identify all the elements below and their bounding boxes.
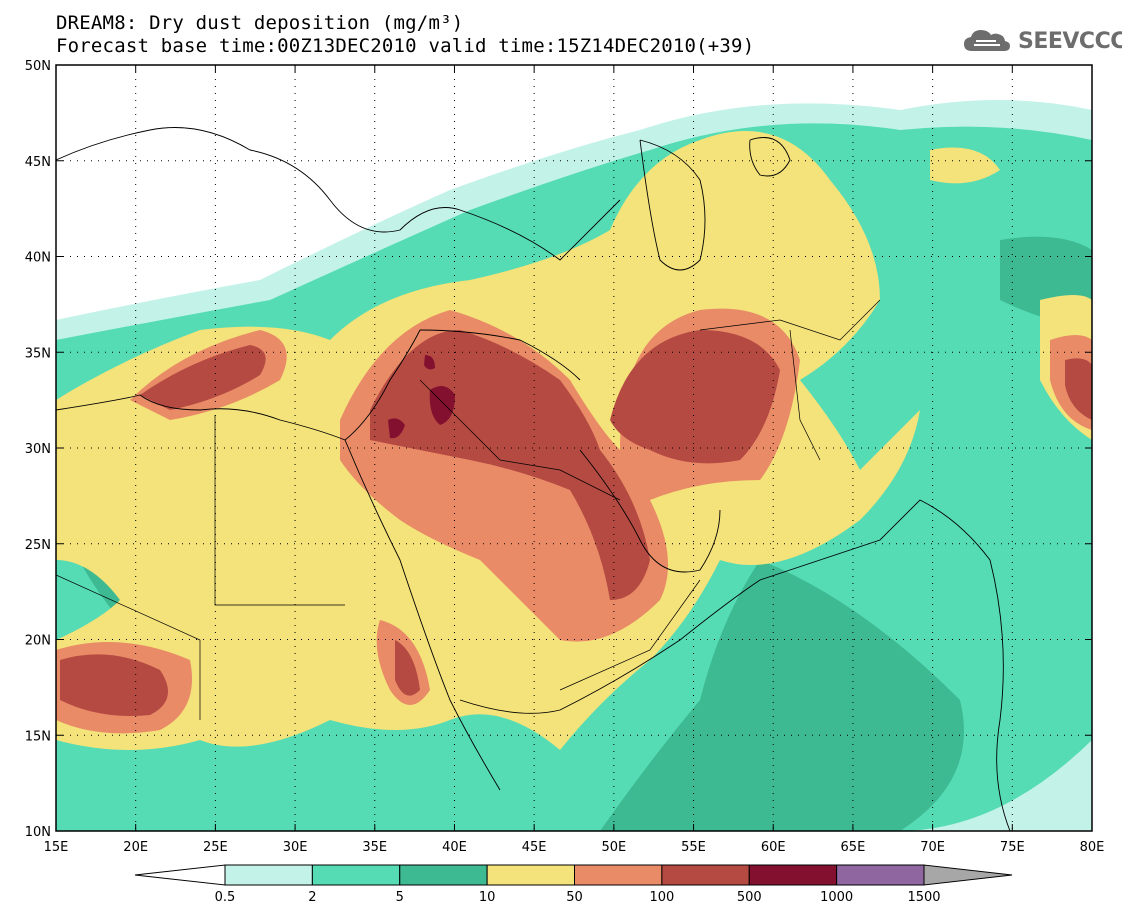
x-tick-label: 40E [442,840,467,855]
y-tick-label: 40N [25,251,51,266]
x-axis: 15E 20E 25E 30E 35E 40E 45E 50E 55E 60E 65E 70E 75E 8… [44,65,1105,855]
country-borders [56,299,881,720]
colorbar-label: 0.5 [215,890,236,905]
colorbar-swatch [311,864,401,886]
y-tick-label: 15N [25,729,51,744]
colorbar-label: 50 [566,890,583,905]
y-axis: 50N 45N 40N 35N 30N 25N 20N 15N 10N [25,59,1092,840]
x-tick-label: 30E [283,840,308,855]
cloud-icon [964,30,1010,51]
y-tick-label: 30N [25,442,51,457]
colorbar-swatch [836,864,925,886]
x-tick-label: 50E [601,840,626,855]
x-tick-label: 55E [681,840,706,855]
colorbar-label: 2 [308,890,316,905]
y-tick-label: 35N [25,346,51,361]
x-tick-label: 20E [123,840,148,855]
y-tick-label: 45N [25,155,51,170]
colorbar-label: 1000 [820,890,853,905]
chart-title: DREAM8: Dry dust deposition (mg/m³) [56,12,464,34]
x-tick-label: 65E [841,840,866,855]
x-tick-label: 25E [203,840,228,855]
colorbar-label: 100 [649,890,674,905]
colorbar-over-triangle [923,864,1013,886]
x-tick-label: 70E [920,840,945,855]
x-tick-label: 15E [44,840,69,855]
y-tick-label: 10N [25,825,51,840]
colorbar-swatch [574,864,663,886]
seevccc-logo: SEEVCCC [962,26,1122,56]
x-tick-label: 35E [362,840,387,855]
x-tick-label: 80E [1080,840,1105,855]
grid-lines [56,65,1092,831]
x-tick-label: 45E [522,840,547,855]
colorbar-swatch [748,864,838,886]
chart-subtitle: Forecast base time:00Z13DEC2010 valid ti… [56,35,755,57]
colorbar-label: 5 [396,890,404,905]
colorbar-label: 500 [737,890,762,905]
colorbar-swatch [224,864,313,886]
colorbar-legend: 0.5 2 5 10 50 100 500 1000 1500 [134,864,1013,905]
colorbar-swatch [399,864,488,886]
y-tick-label: 50N [25,59,51,74]
y-tick-label: 25N [25,538,51,553]
colorbar-swatch [486,864,575,886]
colorbar-under-triangle [134,864,226,886]
y-tick-label: 20N [25,634,51,649]
logo-text: SEEVCCC [1018,28,1122,54]
coastlines [56,127,1011,831]
colorbar-swatch [661,864,750,886]
colorbar-label: 1500 [907,890,940,905]
x-tick-label: 75E [1000,840,1025,855]
x-tick-label: 60E [761,840,786,855]
colorbar-label: 10 [479,890,496,905]
